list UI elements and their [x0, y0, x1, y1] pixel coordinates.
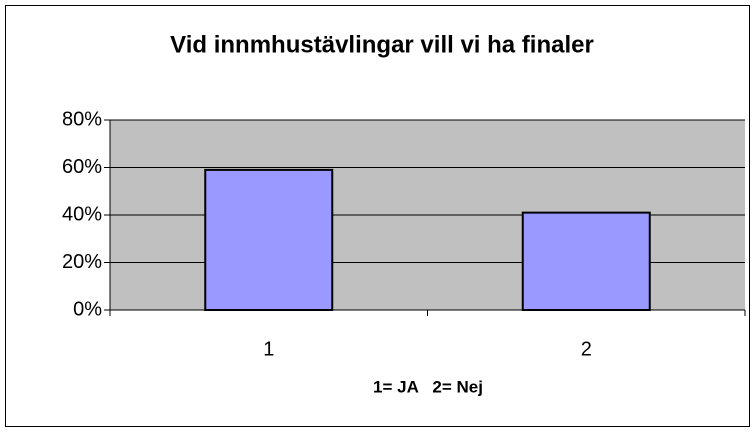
- bar: [521, 211, 651, 311]
- y-tick-label: 60%: [62, 156, 102, 178]
- x-axis-label: 1= JA 2= Nej: [373, 377, 483, 396]
- x-tick-label: 1: [263, 338, 274, 360]
- y-tick-label: 80%: [62, 108, 102, 130]
- chart-title: Vid innmhustävlingar vill vi ha finaler: [170, 31, 594, 58]
- y-tick-label: 40%: [62, 203, 102, 225]
- y-tick-label: 20%: [62, 251, 102, 273]
- x-tick-label: 2: [581, 338, 592, 360]
- y-tick-label: 0%: [73, 298, 102, 320]
- bar: [204, 168, 334, 311]
